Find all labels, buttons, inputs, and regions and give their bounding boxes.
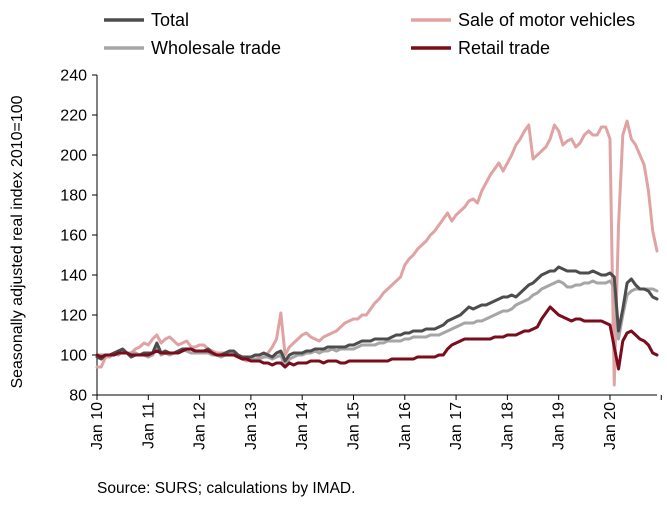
y-tick-label: 180 [60,188,87,205]
series-line-wholesale-trade [95,279,659,369]
y-tick-label: 100 [60,348,87,365]
series-line-sale-of-motor-vehicles [95,119,659,387]
y-tick-label: 240 [60,68,87,85]
x-tick-label: Jan 15 [345,402,362,450]
y-axis-label: Seasonally adjusted real index 2010=100 [9,95,26,388]
x-tick-label: Jan 11 [140,402,157,449]
x-tick-label: Jan 13 [243,402,260,450]
y-tick-label: 120 [60,308,87,325]
x-axis: Jan 10 Jan 11 Jan 12 Jan 13 Jan 14 Jan 15 Jan … [89,394,662,450]
y-tick-label: 140 [60,268,87,285]
y-tick-label: 160 [60,228,87,245]
x-tick-label: Jan 18 [499,402,516,450]
legend-label-wholesale-trade: Wholesale trade [151,38,281,58]
source-note: Source: SURS; calculations by IMAD. [97,480,356,497]
plot-area [95,119,659,387]
x-tick-label: Jan 14 [294,402,311,450]
x-tick-label: Jan 19 [551,402,568,450]
legend-label-sale-of-motor-vehicles: Sale of motor vehicles [458,10,635,30]
x-tick-label: Jan 12 [192,402,209,450]
series-line-retail-trade [95,305,659,371]
legend-label-retail-trade: Retail trade [458,38,550,58]
x-tick-label: Jan 17 [448,402,465,450]
y-tick-label: 220 [60,108,87,125]
x-tick-label: Jan 10 [89,402,106,450]
legend-label-total: Total [151,10,189,30]
x-tick-label: Jan 16 [397,402,414,450]
y-axis: 80 100 120 140 160 180 200 220 240 [60,68,98,405]
y-tick-label: 80 [69,388,87,405]
y-tick-label: 200 [60,148,87,165]
series-line-total [95,265,659,363]
line-chart: Total Sale of motor vehicles Wholesale tra… [9,10,662,450]
legend: Total Sale of motor vehicles Wholesale tra… [104,10,635,58]
x-tick-label: Jan 20 [602,402,619,450]
